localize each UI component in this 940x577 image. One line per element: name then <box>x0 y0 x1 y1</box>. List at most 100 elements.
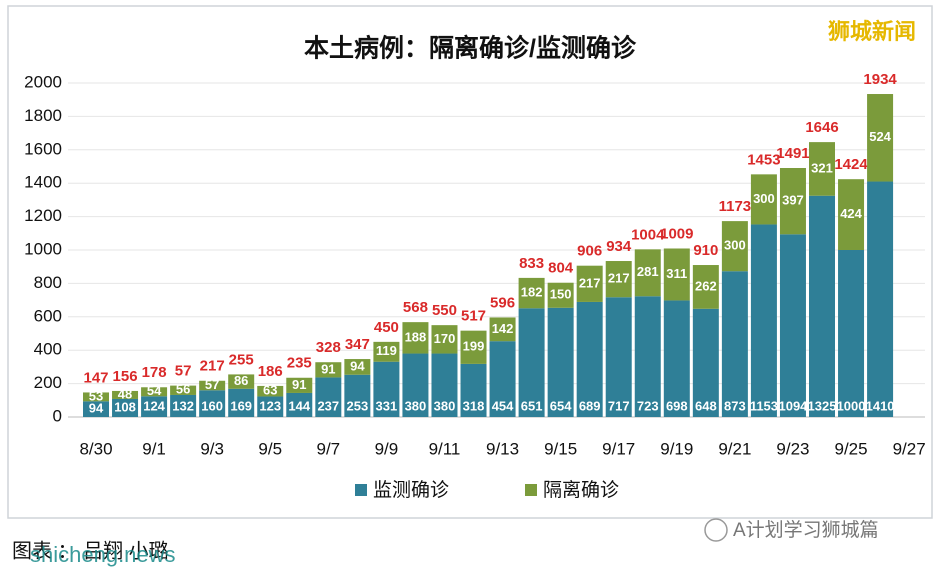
total-label: 596 <box>490 294 515 311</box>
x-tick-label: 9/21 <box>718 439 751 458</box>
segment-label: 380 <box>434 398 456 413</box>
site-watermark: shicheng.news <box>30 542 176 567</box>
segment-label: 86 <box>234 373 248 388</box>
x-tick-label: 9/27 <box>893 439 926 458</box>
bar-segment <box>83 401 109 417</box>
bar-segment <box>373 361 400 417</box>
x-tick-label: 9/13 <box>486 439 519 458</box>
segment-label: 253 <box>347 398 369 413</box>
bar-segment <box>373 341 400 362</box>
x-tick-label: 9/11 <box>429 439 461 458</box>
segment-label: 281 <box>637 264 659 279</box>
bar-segment <box>431 325 458 354</box>
segment-label: 717 <box>608 398 630 413</box>
segment-label: 63 <box>263 383 277 398</box>
watermark: 狮城新闻 <box>828 19 916 44</box>
segment-label: 698 <box>666 398 688 413</box>
segment-label: 144 <box>288 398 310 413</box>
total-label: 450 <box>374 319 399 336</box>
segment-label: 654 <box>550 398 572 413</box>
bar-segment <box>315 377 342 417</box>
x-tick-label: 9/7 <box>316 439 340 458</box>
total-label: 178 <box>142 364 167 381</box>
bar-segment <box>692 308 719 417</box>
segment-label: 57 <box>205 377 219 392</box>
x-tick-label: 9/9 <box>375 439 399 458</box>
bar-segment <box>838 250 865 417</box>
bar-segment <box>257 385 284 397</box>
segment-label: 54 <box>147 383 162 398</box>
segment-label: 108 <box>114 399 136 414</box>
bar-segment <box>721 221 748 272</box>
bar-segment <box>663 300 690 417</box>
bar-segment <box>547 282 574 308</box>
bar-segment <box>344 359 371 375</box>
total-label: 1491 <box>776 145 809 162</box>
bar-segment <box>634 296 661 417</box>
total-label: 1173 <box>719 198 752 215</box>
segment-label: 160 <box>201 398 223 413</box>
chart-frame <box>7 5 933 519</box>
bar-segment <box>402 322 429 354</box>
x-tick-label: 9/19 <box>660 439 693 458</box>
total-label: 156 <box>113 368 138 385</box>
segment-label: 873 <box>724 398 746 413</box>
x-tick-label: 9/5 <box>258 439 282 458</box>
y-tick-label: 1400 <box>24 173 62 192</box>
segment-label: 199 <box>463 339 485 354</box>
x-tick-label: 9/17 <box>602 439 635 458</box>
y-tick-label: 2000 <box>24 72 62 91</box>
bar-segment <box>721 271 748 417</box>
y-tick-label: 1200 <box>24 206 62 225</box>
x-tick-label: 9/25 <box>834 439 867 458</box>
segment-label: 524 <box>869 129 891 144</box>
segment-label: 123 <box>259 398 281 413</box>
x-tick-label: 9/3 <box>200 439 224 458</box>
segment-label: 132 <box>172 398 194 413</box>
segment-label: 169 <box>230 398 252 413</box>
bar-segment <box>112 398 139 417</box>
total-label: 568 <box>403 299 428 316</box>
chart-title: 本土病例：隔离确诊/监测确诊 <box>304 34 637 63</box>
segment-label: 142 <box>492 321 514 336</box>
segment-label: 424 <box>840 206 862 221</box>
bar-segment <box>605 261 632 298</box>
bar-segment <box>576 265 603 302</box>
bar-segment <box>286 377 313 393</box>
bar-segment <box>867 94 894 182</box>
segment-label: 331 <box>376 398 398 413</box>
bar-segment <box>286 392 313 417</box>
segment-label: 723 <box>637 398 659 413</box>
bar-segment <box>402 353 429 417</box>
segment-label: 380 <box>405 398 427 413</box>
segment-label: 1094 <box>778 398 808 413</box>
y-tick-label: 800 <box>34 273 62 292</box>
total-label: 1004 <box>631 226 665 243</box>
bar-segment <box>663 248 690 301</box>
segment-label: 91 <box>321 361 335 376</box>
total-label: 255 <box>229 351 254 368</box>
bar-segment <box>431 353 458 417</box>
total-label: 147 <box>83 369 108 386</box>
bar-segment <box>83 392 109 402</box>
y-tick-label: 1800 <box>24 106 62 125</box>
segment-label: 91 <box>292 377 306 392</box>
bar-segment <box>779 168 806 235</box>
segment-label: 48 <box>118 386 132 401</box>
bar-segment <box>112 390 139 399</box>
y-tick-label: 0 <box>53 406 62 425</box>
segment-label: 300 <box>753 191 775 206</box>
bar-segment <box>605 297 632 417</box>
segment-label: 94 <box>89 401 104 416</box>
legend-label: 监测确诊 <box>373 479 449 501</box>
segment-label: 648 <box>695 398 717 413</box>
x-tick-label: 9/15 <box>544 439 577 458</box>
segment-label: 1410 <box>866 398 895 413</box>
bar-segment <box>141 396 168 417</box>
total-label: 1424 <box>834 156 868 173</box>
x-tick-label: 9/1 <box>142 439 166 458</box>
segment-label: 1153 <box>750 398 778 413</box>
bar-segment <box>257 396 284 417</box>
bar-segment <box>750 174 777 225</box>
